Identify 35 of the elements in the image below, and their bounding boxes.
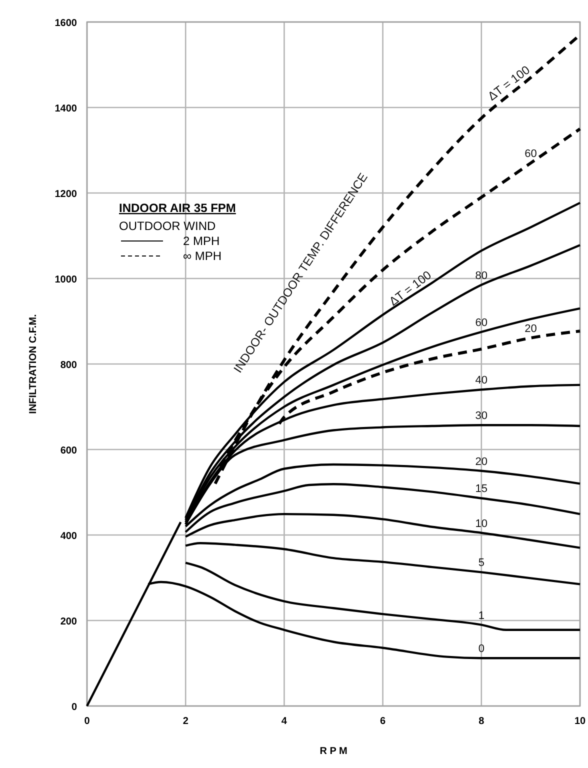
x-axis-title: R P M	[320, 746, 348, 757]
legend-title: INDOOR AIR 35 FPM	[119, 201, 236, 215]
annotation: 20	[475, 456, 488, 468]
x-tick-label: 4	[281, 716, 288, 727]
x-tick-label: 10	[574, 716, 586, 727]
annotation: 10	[475, 518, 488, 530]
annotation: OUTDOOR WIND	[119, 219, 216, 233]
x-tick-label: 2	[182, 716, 189, 727]
annotation: 1	[478, 610, 484, 622]
y-tick-label: 200	[60, 616, 78, 628]
annotation: 5	[478, 557, 484, 570]
y-tick-label: 0	[71, 702, 78, 713]
x-tick-label: 0	[84, 716, 90, 727]
annotation: 60	[475, 316, 488, 329]
annotation: ΔT = 100	[485, 62, 533, 104]
annotation: 60	[524, 148, 537, 160]
y-tick-label: 1000	[54, 274, 78, 286]
annotation: 2 MPH	[183, 234, 220, 248]
annotation: 80	[475, 270, 488, 282]
y-tick-label: 1400	[54, 104, 78, 114]
y-tick-label: 1200	[54, 189, 78, 200]
annotation: 0	[478, 643, 484, 656]
x-tick-label: 6	[380, 716, 386, 727]
annotation: ∞ MPH	[183, 249, 222, 263]
annotation: 30	[475, 410, 488, 422]
annotation: 20	[524, 322, 537, 335]
y-axis-title: INFILTRATION C.F.M.	[28, 314, 39, 414]
annotation: 15	[475, 483, 488, 496]
y-tick-label: 1600	[54, 18, 78, 29]
annotation: ΔT = 100	[386, 268, 434, 309]
x-tick-label: 8	[478, 716, 485, 727]
y-tick-label: 600	[60, 446, 78, 456]
y-tick-label: 800	[60, 360, 78, 371]
annotation: 40	[475, 374, 488, 387]
y-tick-label: 400	[60, 531, 78, 542]
